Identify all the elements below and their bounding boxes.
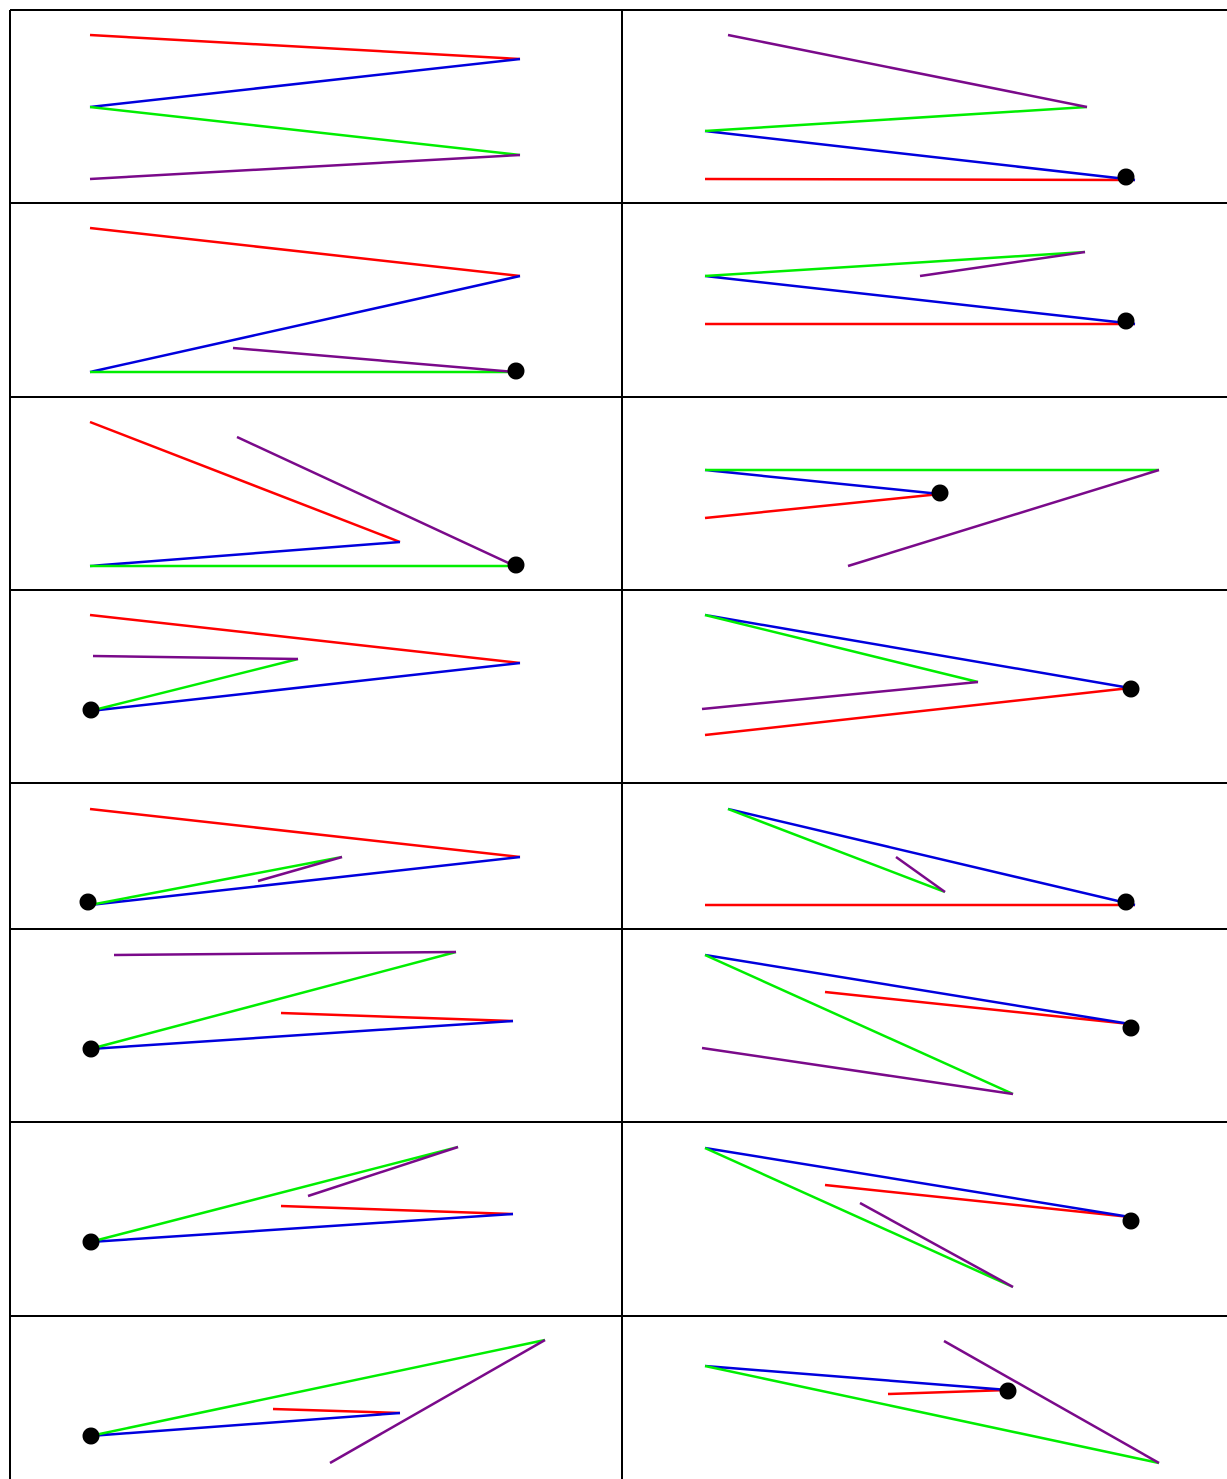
- end-point-dot: [1117, 893, 1135, 911]
- panel-r1-right: [704, 33, 1136, 186]
- panel-r7-left: [82, 1145, 514, 1251]
- end-point-dot: [82, 1233, 100, 1251]
- purple-segment: [701, 1046, 1014, 1096]
- green-segment: [89, 1145, 459, 1244]
- purple-segment: [727, 33, 1088, 109]
- end-point-dot: [82, 1040, 100, 1058]
- panel-r6-right: [701, 953, 1140, 1096]
- red-segment: [89, 33, 521, 61]
- purple-segment: [859, 1201, 1014, 1289]
- green-segment: [704, 1364, 1160, 1465]
- green-segment: [89, 950, 457, 1051]
- blue-segment: [89, 855, 521, 907]
- blue-segment: [89, 274, 521, 374]
- purple-segment: [257, 855, 343, 883]
- purple-segment: [113, 950, 457, 957]
- end-point-dot: [1117, 312, 1135, 330]
- red-segment: [887, 1388, 1009, 1396]
- blue-segment: [89, 57, 521, 109]
- purple-segment: [92, 654, 299, 661]
- green-segment: [89, 1338, 546, 1438]
- green-segment: [704, 1146, 1014, 1289]
- panel-r5-left: [79, 807, 521, 911]
- blue-segment: [704, 1364, 1009, 1392]
- red-segment: [280, 1204, 514, 1216]
- blue-segment: [704, 1146, 1131, 1219]
- purple-segment: [847, 468, 1160, 568]
- green-segment: [704, 953, 1014, 1096]
- green-segment: [89, 855, 343, 907]
- red-segment: [89, 226, 521, 278]
- purple-segment: [236, 435, 516, 568]
- red-segment: [704, 686, 1131, 737]
- blue-segment: [704, 468, 941, 496]
- red-segment: [89, 613, 521, 665]
- end-point-dot: [507, 556, 525, 574]
- red-segment: [89, 420, 401, 544]
- blue-segment: [89, 1212, 514, 1244]
- end-point-dot: [1117, 168, 1135, 186]
- end-point-dot: [931, 484, 949, 502]
- panel-r4-left: [82, 613, 521, 719]
- blue-segment: [89, 540, 401, 568]
- end-point-dot: [999, 1382, 1017, 1400]
- red-segment: [89, 807, 521, 859]
- red-segment: [704, 177, 1136, 182]
- purple-segment: [701, 680, 979, 711]
- blue-segment: [89, 1411, 401, 1438]
- red-segment: [280, 1011, 514, 1023]
- red-segment: [704, 492, 941, 520]
- grid-frame: [9, 9, 1227, 1479]
- green-segment: [89, 105, 521, 157]
- panel-r5-right: [705, 807, 1136, 911]
- red-segment: [824, 1183, 1131, 1219]
- panel-r1-left: [89, 33, 521, 181]
- blue-segment: [704, 953, 1131, 1026]
- purple-segment: [232, 346, 516, 374]
- green-segment: [704, 613, 979, 684]
- panel-r7-right: [704, 1146, 1140, 1289]
- red-segment: [272, 1407, 401, 1415]
- purple-segment: [89, 153, 521, 181]
- panel-r4-right: [701, 613, 1140, 737]
- green-segment: [704, 250, 1086, 278]
- end-point-dot: [79, 893, 97, 911]
- green-segment: [727, 807, 946, 894]
- end-point-dot: [507, 362, 525, 380]
- end-point-dot: [82, 701, 100, 719]
- green-segment: [704, 105, 1088, 133]
- purple-segment: [943, 1339, 1160, 1465]
- panel-r2-right: [704, 250, 1136, 330]
- purple-segment: [307, 1145, 459, 1198]
- panel-r8-right: [704, 1339, 1160, 1465]
- blue-segment: [704, 274, 1136, 326]
- blue-segment: [704, 129, 1136, 182]
- purple-segment: [919, 250, 1086, 278]
- panel-r6-left: [82, 950, 514, 1058]
- blue-segment: [727, 807, 1136, 907]
- panel-r8-left: [82, 1338, 546, 1465]
- blue-segment: [89, 1019, 514, 1051]
- purple-segment: [895, 855, 946, 894]
- end-point-dot: [1122, 1019, 1140, 1037]
- panel-marks: [79, 33, 1160, 1465]
- purple-segment: [329, 1338, 546, 1465]
- panel-r3-left: [89, 420, 525, 574]
- blue-segment: [89, 661, 521, 713]
- end-point-dot: [82, 1427, 100, 1445]
- red-segment: [824, 990, 1131, 1026]
- blue-segment: [704, 613, 1131, 690]
- panel-r2-left: [89, 226, 525, 380]
- panel-r3-right: [704, 468, 1160, 568]
- end-point-dot: [1122, 1212, 1140, 1230]
- end-point-dot: [1122, 680, 1140, 698]
- green-segment: [89, 657, 299, 713]
